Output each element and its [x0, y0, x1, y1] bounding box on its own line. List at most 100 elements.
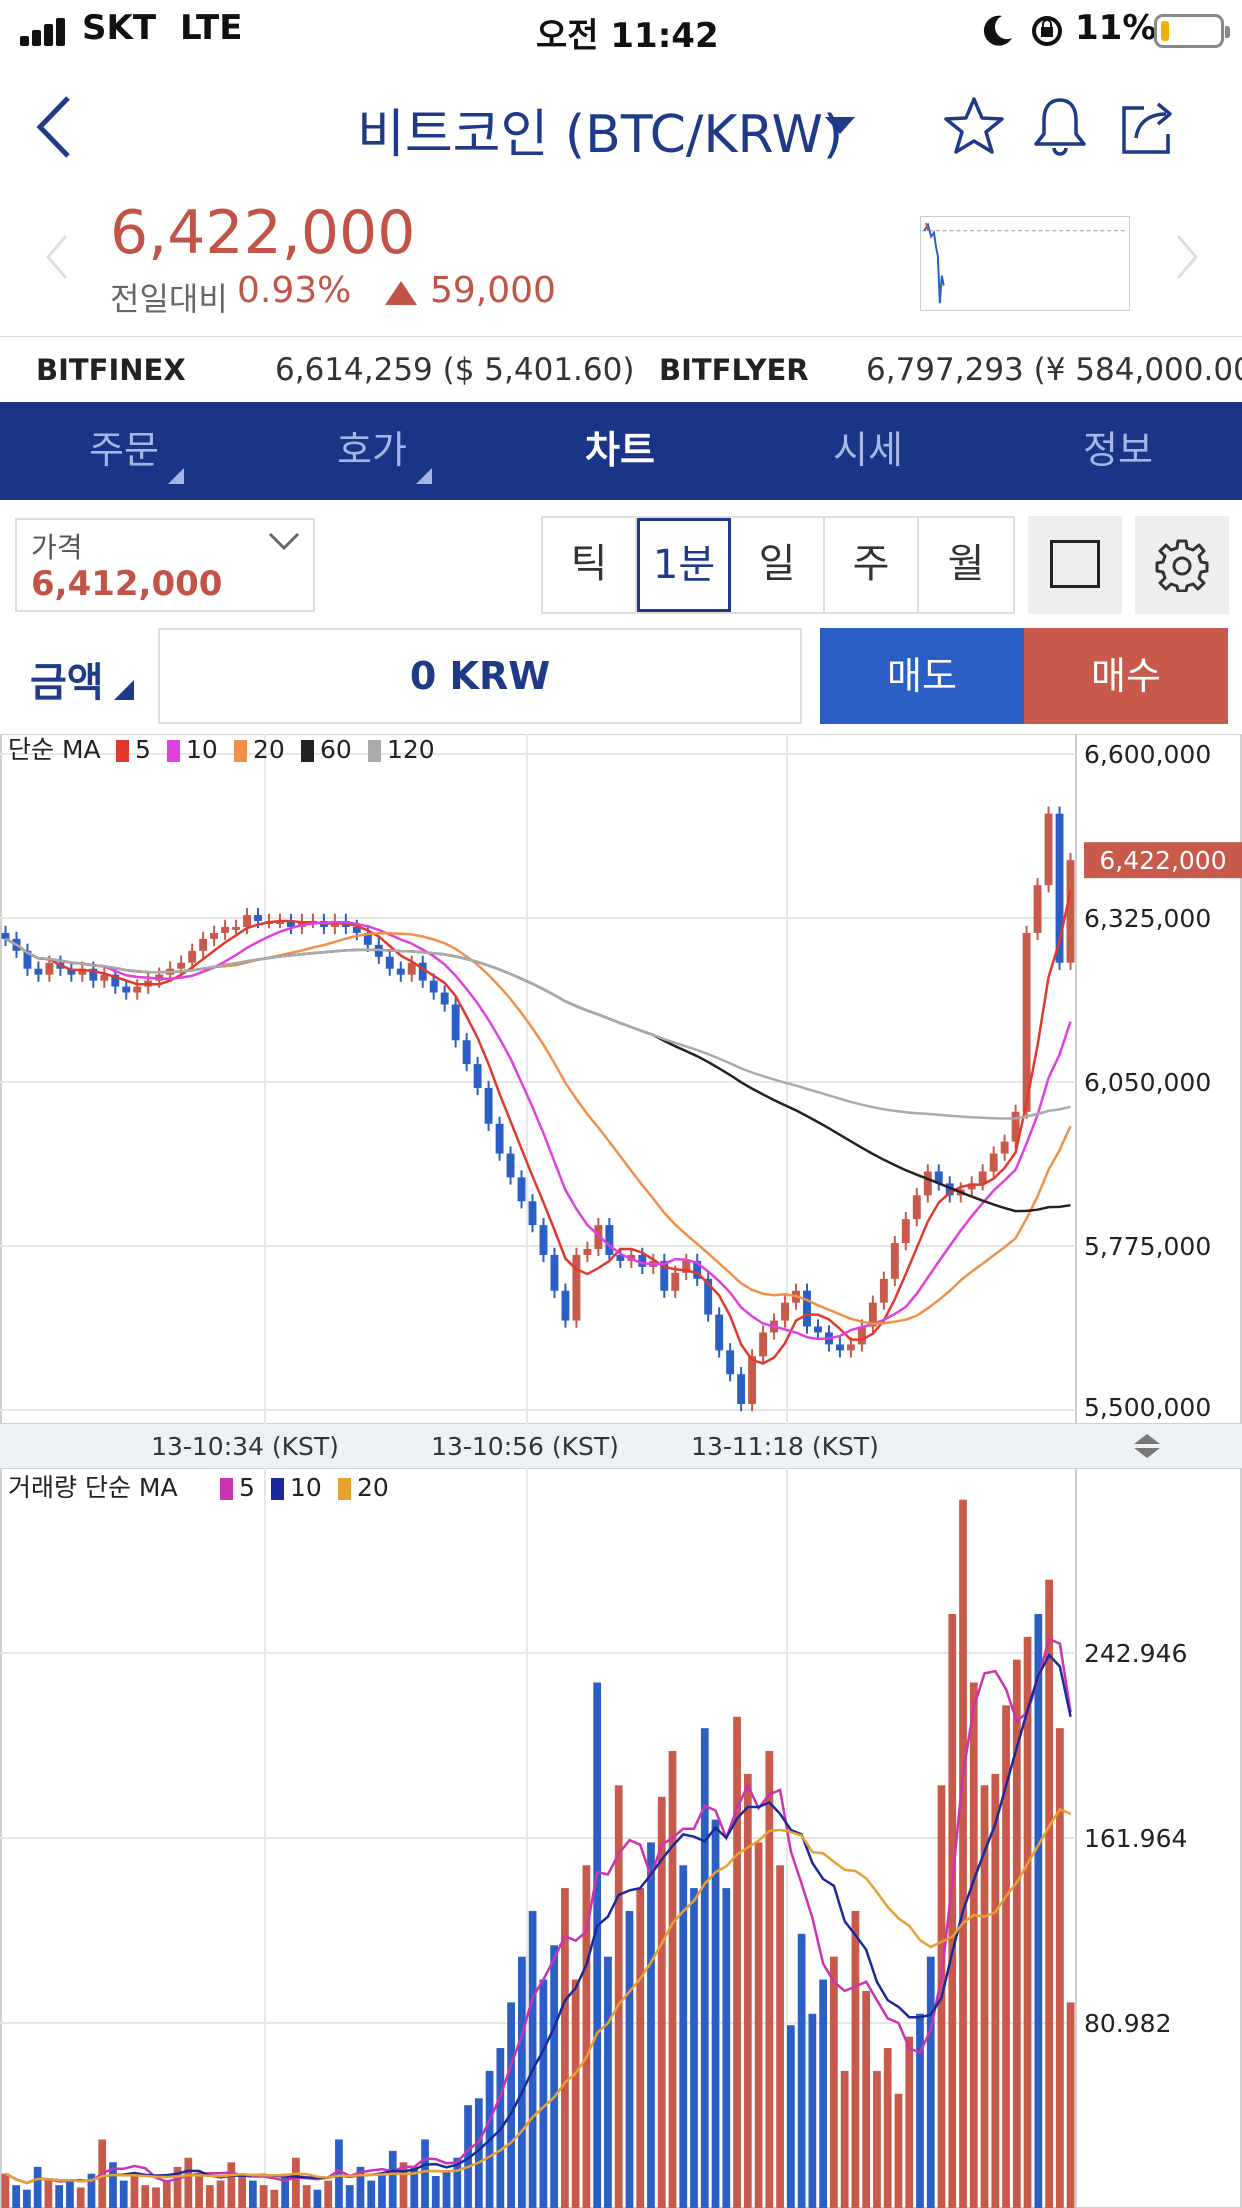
candle	[276, 920, 284, 924]
page-title[interactable]: 비트코인 (BTC/KRW)	[357, 105, 844, 165]
volume-bar	[152, 2187, 160, 2208]
legend-swatch	[338, 1478, 351, 1500]
candle	[967, 1183, 976, 1190]
volume-axis-tick: 80.982	[1084, 2009, 1171, 2038]
volume-bar	[614, 1785, 623, 2208]
volume-bar	[367, 2180, 376, 2208]
volume-bar	[281, 2173, 290, 2208]
chart-canvas[interactable]: 6,600,000 6,325,000 6,050,000 5,775,000 5,50…	[0, 734, 1242, 2208]
ma-line-5	[4, 890, 1072, 1365]
mini-price-chart[interactable]	[920, 216, 1130, 311]
volume-bar	[464, 2105, 472, 2208]
tab-order[interactable]: 주문	[0, 402, 248, 500]
volume-bar	[205, 2185, 214, 2208]
volume-bar	[87, 2173, 96, 2208]
square-icon	[1050, 540, 1100, 588]
candle	[1022, 932, 1031, 1112]
volume-bar	[636, 1888, 645, 2208]
chevron-down-icon	[268, 532, 300, 551]
time-tick: 13-10:34 (KST)	[151, 1432, 339, 1461]
tab-info[interactable]: 정보	[994, 402, 1242, 500]
interval-month[interactable]: 월	[947, 541, 985, 587]
caret-down-icon[interactable]	[825, 117, 855, 134]
amount-input[interactable]: 0 KRW	[158, 628, 802, 724]
ma-line-120	[4, 937, 1071, 1120]
volume-bar	[109, 2162, 117, 2208]
exchange-value: 6,614,259 ($ 5,401.60)	[275, 352, 635, 388]
candle	[726, 1350, 735, 1375]
candle	[989, 1153, 998, 1172]
volume-bar	[292, 2157, 300, 2208]
buy-button[interactable]: 매수	[1024, 628, 1228, 724]
tab-label: 차트	[585, 428, 655, 472]
legend-entry: 10	[186, 735, 218, 764]
time-tick: 13-11:18 (KST)	[691, 1432, 879, 1461]
candle	[506, 1153, 515, 1178]
volume-bar	[442, 2171, 451, 2208]
tab-market[interactable]: 시세	[744, 402, 992, 500]
interval-week[interactable]: 주	[825, 518, 919, 612]
bell-icon[interactable]	[1028, 94, 1092, 158]
tab-chart[interactable]: 차트	[496, 402, 744, 500]
dropdown-triangle-icon[interactable]	[114, 680, 134, 700]
volume-bar	[926, 1956, 935, 2208]
settings-button[interactable]	[1135, 516, 1229, 614]
sell-button[interactable]: 매도	[820, 628, 1024, 724]
volume-bar	[862, 1990, 871, 2208]
volume-bar	[711, 1819, 720, 2208]
volume-bar	[1, 2173, 10, 2208]
candle	[781, 1302, 789, 1321]
volume-bar	[324, 2180, 333, 2208]
candle	[517, 1177, 526, 1202]
candle	[451, 1004, 460, 1041]
price-chart[interactable]: 6,600,000 6,325,000 6,050,000 5,775,000 5,50…	[0, 734, 1242, 2208]
candle	[561, 1290, 570, 1321]
prev-arrow-icon[interactable]	[42, 232, 72, 282]
time-axis-bar[interactable]	[0, 1424, 1242, 1468]
candle	[660, 1260, 669, 1291]
price-summary: 6,422,000 전일대비 0.93% 59,000	[0, 192, 1242, 336]
interval-tick[interactable]: 틱	[543, 518, 637, 612]
amount-type-label[interactable]: 금액	[30, 660, 104, 706]
volume-bar	[916, 2013, 924, 2208]
interval-day[interactable]: 일	[731, 518, 825, 612]
candle	[715, 1314, 724, 1351]
volume-bar	[808, 2013, 817, 2208]
candle	[122, 986, 131, 993]
volume-bar	[23, 2189, 31, 2208]
current-price-tag: 6,422,000	[1099, 846, 1226, 875]
volume-bar	[259, 2185, 268, 2208]
candle	[396, 968, 405, 975]
volume-bar	[743, 1773, 752, 2208]
fullscreen-button[interactable]	[1028, 516, 1122, 614]
volume-bar	[66, 2180, 74, 2208]
up-triangle-icon	[385, 281, 417, 305]
tab-orderbook[interactable]: 호가	[248, 402, 496, 500]
clock: 오전 11:42	[536, 16, 719, 56]
star-icon[interactable]	[942, 94, 1006, 158]
back-chevron-icon[interactable]	[30, 92, 80, 162]
candle	[638, 1254, 647, 1267]
volume-bar	[528, 1910, 537, 2208]
interval-1min[interactable]: 1분	[637, 518, 731, 612]
candle	[978, 1171, 987, 1184]
candle	[34, 968, 43, 975]
volume-bar	[786, 2025, 795, 2208]
candle	[759, 1332, 768, 1357]
price-axis-tick: 6,325,000	[1084, 904, 1211, 933]
volume-bar	[313, 2189, 322, 2208]
candle	[199, 938, 208, 951]
resize-handle-icon[interactable]	[1134, 1434, 1160, 1458]
exchange-name: BITFINEX	[36, 353, 186, 387]
rotation-lock-icon	[1032, 16, 1062, 46]
candle	[945, 1183, 954, 1196]
price-selector[interactable]: 가격 6,412,000	[15, 518, 315, 612]
candle	[737, 1374, 746, 1405]
volume-bar	[1066, 2002, 1075, 2208]
candle	[473, 1064, 482, 1088]
legend-entry: 5	[239, 1473, 255, 1502]
share-icon[interactable]	[1116, 94, 1180, 158]
tab-label: 호가	[337, 428, 407, 472]
next-arrow-icon[interactable]	[1172, 232, 1202, 282]
candle	[363, 932, 372, 945]
